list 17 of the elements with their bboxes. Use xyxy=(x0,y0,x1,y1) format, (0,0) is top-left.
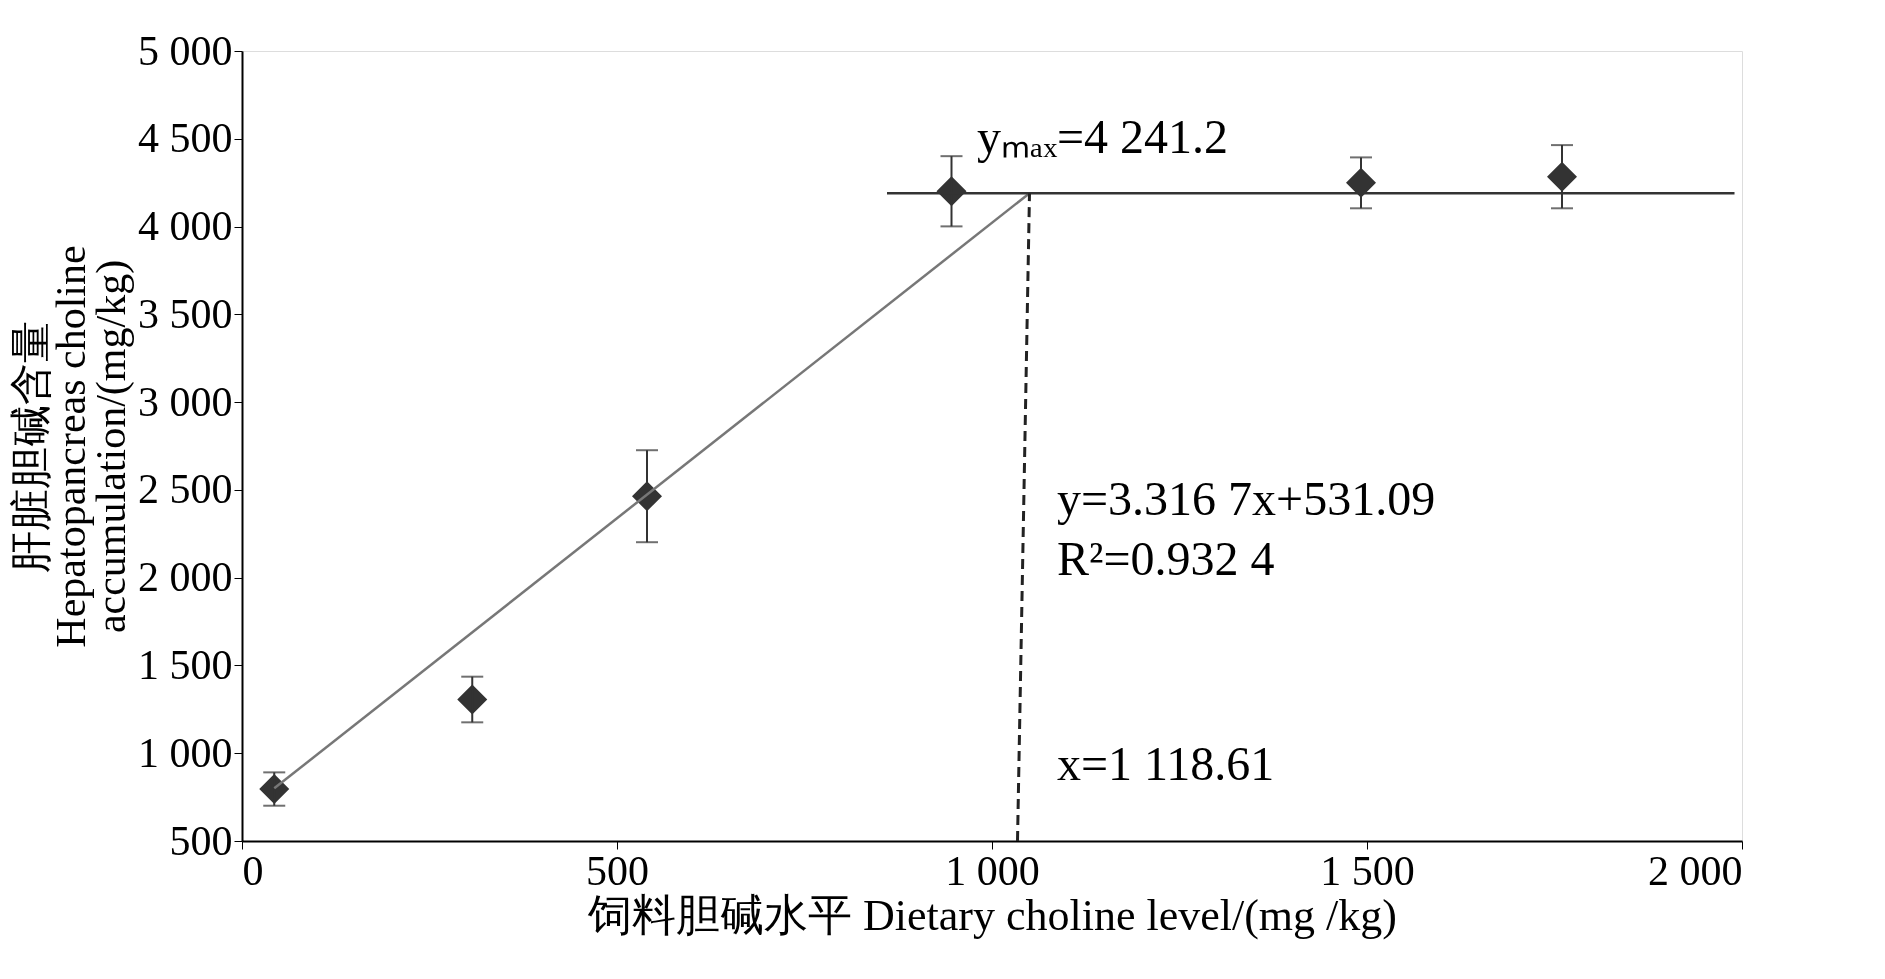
y-tick-label: 2 500 xyxy=(138,466,233,513)
y-tick-label: 4 500 xyxy=(138,115,233,162)
y-tick-label: 500 xyxy=(169,817,233,864)
y-tick-label: 3 500 xyxy=(138,290,233,337)
y-axis-title: 肝脏胆碱含量 Hepatopancreas choline accumulation/(mg/kg) xyxy=(8,245,135,648)
y-tick-label: 1 500 xyxy=(138,641,233,688)
y-tick-label: 1 000 xyxy=(138,729,233,776)
annotation: yₘₐₓ=4 241.2 xyxy=(977,110,1229,163)
y-tick-label: 2 000 xyxy=(138,554,233,601)
y-tick-label: 3 000 xyxy=(138,378,233,425)
x-tick-label: 0 xyxy=(242,847,264,894)
x-tick-label: 2 000 xyxy=(1648,847,1743,894)
y-tick-label: 4 000 xyxy=(138,203,233,250)
annotation: R²=0.932 4 xyxy=(1057,532,1275,585)
annotation: x=1 118.61 xyxy=(1057,737,1275,790)
annotation: y=3.316 7x+531.09 xyxy=(1057,472,1436,525)
y-tick-label: 5 000 xyxy=(138,27,233,74)
